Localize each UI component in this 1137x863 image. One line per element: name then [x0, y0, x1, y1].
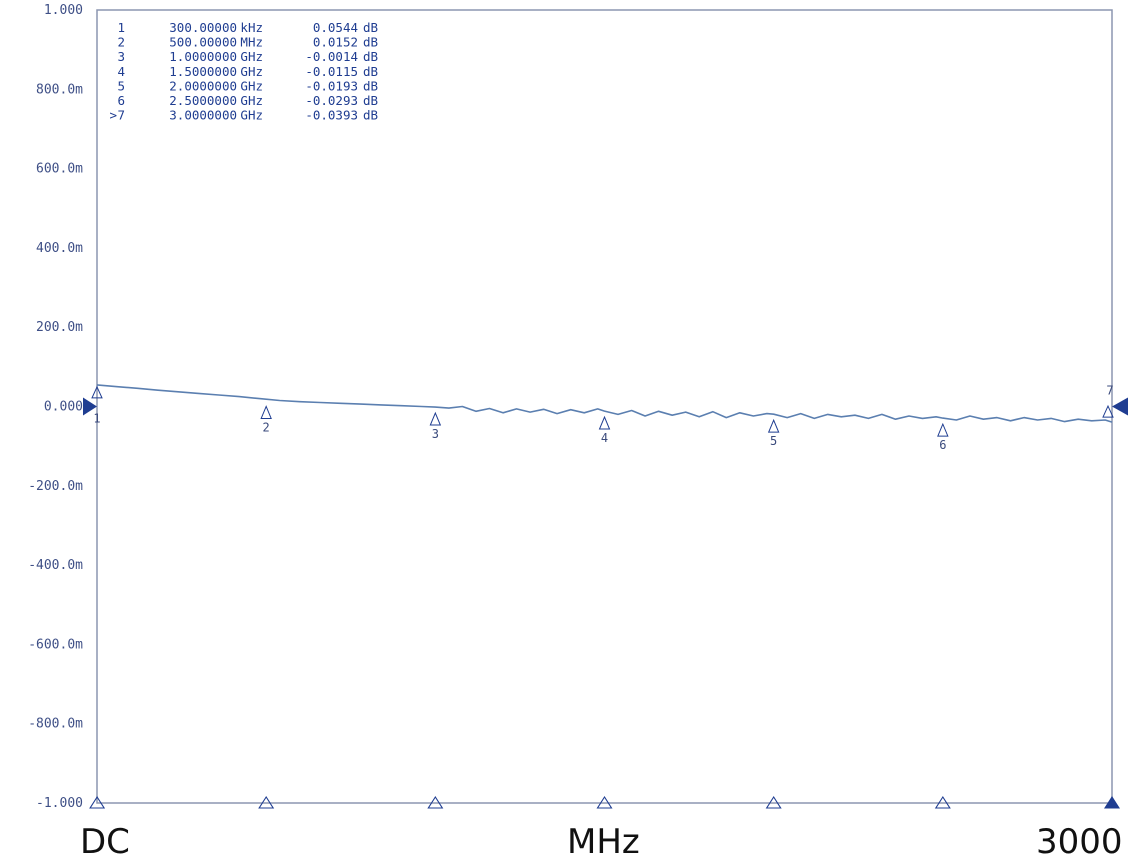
trace-marker-number: 5: [770, 434, 777, 448]
marker-table-freq-label: 1.5000000: [169, 64, 237, 79]
marker-table-unit: GHz: [240, 78, 263, 93]
marker-table-freq-label: 2.5000000: [169, 93, 237, 108]
marker-table-id: 1: [117, 20, 125, 35]
marker-1-number: 1: [93, 412, 100, 426]
bottom-marker-triangle: [89, 795, 106, 809]
y-tick-label: 600.0m: [36, 162, 83, 177]
bottom-markers: [89, 795, 1121, 809]
bottom-marker-triangle: [258, 795, 275, 809]
marker-table-db: dB: [363, 78, 378, 93]
trace-marker-number: 4: [601, 431, 608, 445]
marker-table-unit: GHz: [240, 108, 263, 123]
trace-marker-triangle: [429, 411, 442, 426]
y-tick-label: 200.0m: [36, 320, 83, 335]
marker-table-id: 7: [117, 108, 125, 123]
trace-group: [96, 384, 1113, 423]
marker-table-freq-label: 2.0000000: [169, 78, 237, 93]
trace-line: [96, 384, 1113, 423]
y-tick-label: 400.0m: [36, 241, 83, 256]
marker-table-id: 5: [117, 78, 125, 93]
marker-table-unit: GHz: [240, 49, 263, 64]
trace-marker-number: 3: [432, 427, 439, 441]
marker-table-value-label: -0.0115: [305, 64, 358, 79]
marker-table-id: 3: [117, 49, 125, 64]
y-tick-label: -400.0m: [28, 558, 83, 573]
marker-table-db: dB: [363, 20, 378, 35]
marker-table-value-label: -0.0393: [305, 108, 358, 123]
marker-table-unit: MHz: [240, 35, 263, 50]
marker-table-freq-label: 500.00000: [169, 35, 237, 50]
marker-table-value-label: -0.0193: [305, 78, 358, 93]
trace-marker-triangle: [937, 422, 949, 437]
y-tick-labels: 1.000 800.0m 600.0m 400.0m 200.0m 0.000 -200.0…: [28, 3, 83, 811]
edge-markers: 17: [83, 384, 1128, 426]
bottom-marker-triangle: [427, 795, 444, 809]
marker-table-db: dB: [363, 64, 378, 79]
marker-table-value-label: 0.0544: [313, 20, 358, 35]
marker-table-id: 6: [117, 93, 125, 108]
marker-table-freq-label: 300.00000: [169, 20, 237, 35]
y-tick-label: -600.0m: [28, 637, 83, 652]
marker-table-db: dB: [363, 49, 378, 64]
plot-frame: [96, 9, 1113, 804]
bottom-marker-triangle: [596, 795, 613, 809]
y-tick-label: 0.000: [44, 400, 83, 415]
marker-table-value-label: -0.0293: [305, 93, 358, 108]
marker-table-freq-label: 3.0000000: [169, 108, 237, 123]
trace-marker-number: 2: [263, 420, 270, 434]
trace-marker-triangle: [767, 418, 780, 433]
bottom-marker-triangle: [1103, 795, 1121, 809]
trace-markers: 2 3 4 5 6: [260, 405, 949, 452]
marker-table-prefix: >: [109, 108, 117, 123]
marker-table-id: 4: [117, 64, 125, 79]
x-axis-label: MHz: [567, 822, 640, 862]
y-tick-label: 1.000: [44, 3, 83, 18]
y-tick-label: -1.000: [36, 796, 83, 811]
trace-marker-number: 6: [939, 438, 946, 452]
trace-marker-triangle: [260, 405, 272, 419]
marker-table: 1 300.00000 kHz 0.0544 dB 2 500.00000 MHz 0.0152…: [109, 20, 378, 123]
marker-table-db: dB: [363, 35, 378, 50]
marker-table-db: dB: [363, 93, 378, 108]
x-end-label: 3000: [1036, 822, 1123, 862]
marker-table-id: 2: [117, 35, 125, 50]
bottom-marker-triangle: [934, 795, 951, 809]
marker-table-unit: kHz: [240, 20, 263, 35]
trace-marker-triangle: [598, 415, 611, 430]
y-tick-label: -200.0m: [28, 479, 83, 494]
marker-table-freq-label: 1.0000000: [169, 49, 237, 64]
x-start-label: DC: [80, 822, 130, 862]
marker-table-value-label: 0.0152: [313, 35, 358, 50]
marker-table-unit: GHz: [240, 64, 263, 79]
bottom-marker-triangle: [765, 795, 782, 809]
left-reference-arrow: [83, 397, 97, 416]
marker-table-unit: GHz: [240, 93, 263, 108]
marker-7-number: 7: [1106, 384, 1113, 398]
right-reference-arrow: [1112, 397, 1128, 416]
marker-table-db: dB: [363, 108, 378, 123]
y-tick-label: 800.0m: [36, 82, 83, 97]
marker-7-triangle: [1102, 404, 1114, 418]
marker-1-triangle: [91, 385, 103, 399]
y-tick-label: -800.0m: [28, 717, 83, 732]
marker-table-value-label: -0.0014: [305, 49, 358, 64]
